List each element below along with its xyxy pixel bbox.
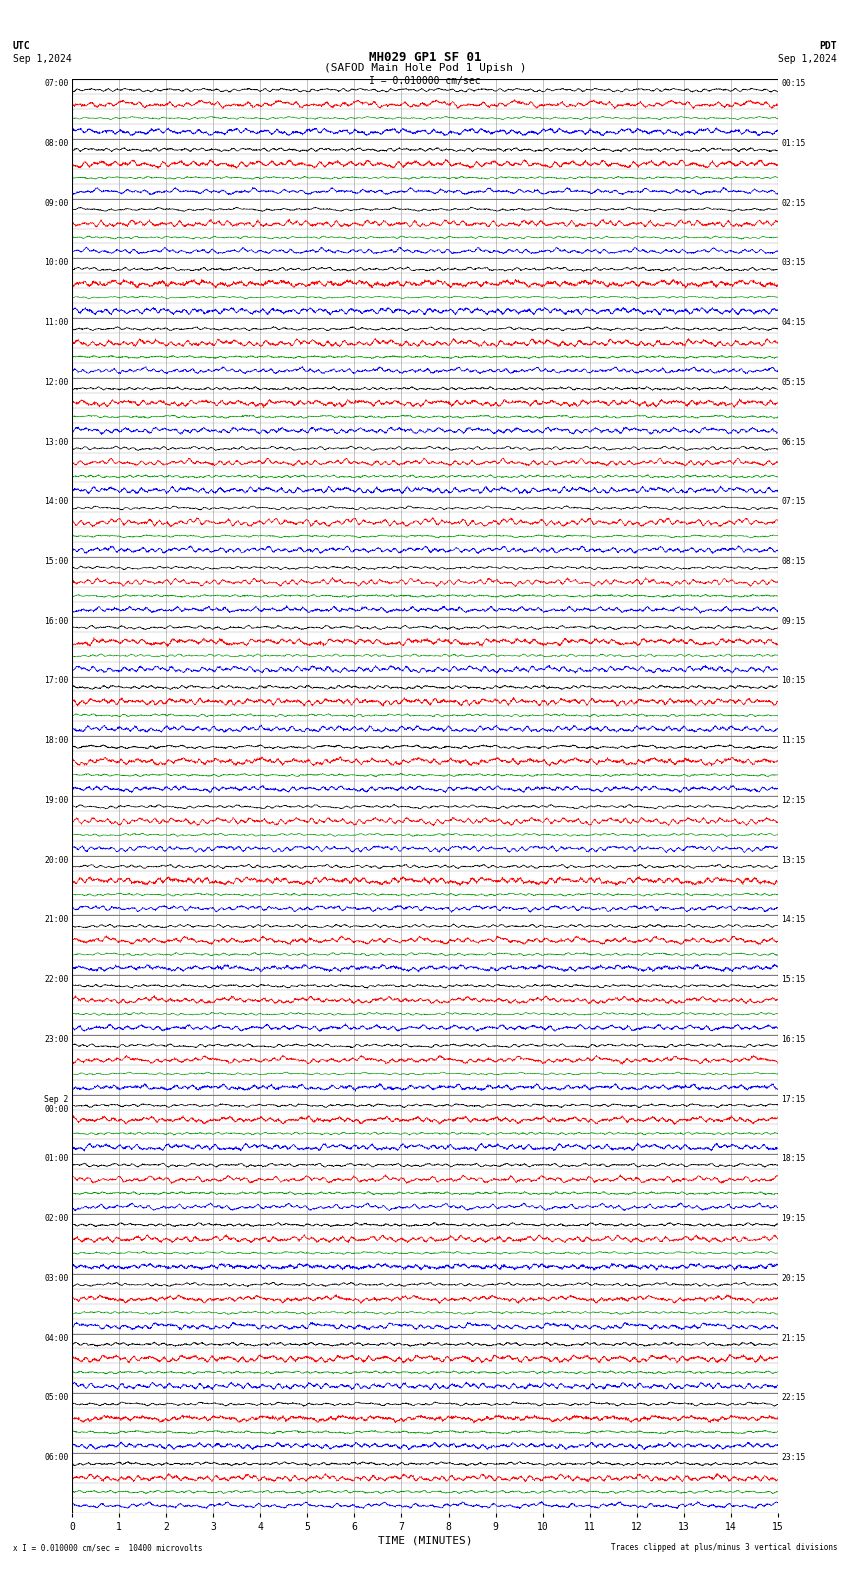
- Text: 23:00: 23:00: [44, 1034, 69, 1044]
- Text: PDT: PDT: [819, 41, 837, 51]
- Text: 05:15: 05:15: [781, 379, 806, 386]
- Text: 10:00: 10:00: [44, 258, 69, 268]
- Text: I = 0.010000 cm/sec: I = 0.010000 cm/sec: [369, 76, 481, 86]
- Text: 19:15: 19:15: [781, 1213, 806, 1223]
- Text: 11:15: 11:15: [781, 737, 806, 744]
- Text: 15:15: 15:15: [781, 976, 806, 984]
- Text: 20:00: 20:00: [44, 855, 69, 865]
- Text: 04:00: 04:00: [44, 1334, 69, 1343]
- Text: 21:15: 21:15: [781, 1334, 806, 1343]
- Text: Sep 1,2024: Sep 1,2024: [13, 54, 71, 63]
- Text: 09:00: 09:00: [44, 198, 69, 208]
- Text: 01:00: 01:00: [44, 1155, 69, 1163]
- Text: x I = 0.010000 cm/sec =  10400 microvolts: x I = 0.010000 cm/sec = 10400 microvolts: [13, 1543, 202, 1552]
- Text: 17:00: 17:00: [44, 676, 69, 686]
- Text: 11:00: 11:00: [44, 318, 69, 328]
- Text: 09:15: 09:15: [781, 616, 806, 626]
- Text: Sep 2
00:00: Sep 2 00:00: [44, 1095, 69, 1114]
- Text: 03:15: 03:15: [781, 258, 806, 268]
- Text: 22:15: 22:15: [781, 1394, 806, 1402]
- Text: Traces clipped at plus/minus 3 vertical divisions: Traces clipped at plus/minus 3 vertical …: [610, 1543, 837, 1552]
- Text: 13:00: 13:00: [44, 437, 69, 447]
- Text: 14:00: 14:00: [44, 497, 69, 507]
- Text: 06:00: 06:00: [44, 1453, 69, 1462]
- Text: MH029 GP1 SF 01: MH029 GP1 SF 01: [369, 51, 481, 63]
- Text: 01:15: 01:15: [781, 139, 806, 147]
- Text: 02:15: 02:15: [781, 198, 806, 208]
- Text: UTC: UTC: [13, 41, 31, 51]
- Text: 21:00: 21:00: [44, 916, 69, 925]
- Text: 13:15: 13:15: [781, 855, 806, 865]
- Text: 02:00: 02:00: [44, 1213, 69, 1223]
- Text: 08:00: 08:00: [44, 139, 69, 147]
- Text: 07:15: 07:15: [781, 497, 806, 507]
- Text: 20:15: 20:15: [781, 1274, 806, 1283]
- Text: 17:15: 17:15: [781, 1095, 806, 1104]
- Text: Sep 1,2024: Sep 1,2024: [779, 54, 837, 63]
- Text: 06:15: 06:15: [781, 437, 806, 447]
- Text: 15:00: 15:00: [44, 558, 69, 565]
- Text: 14:15: 14:15: [781, 916, 806, 925]
- Text: 22:00: 22:00: [44, 976, 69, 984]
- Text: 04:15: 04:15: [781, 318, 806, 328]
- Text: 12:15: 12:15: [781, 795, 806, 805]
- Text: 16:15: 16:15: [781, 1034, 806, 1044]
- X-axis label: TIME (MINUTES): TIME (MINUTES): [377, 1536, 473, 1546]
- Text: 05:00: 05:00: [44, 1394, 69, 1402]
- Text: 03:00: 03:00: [44, 1274, 69, 1283]
- Text: 16:00: 16:00: [44, 616, 69, 626]
- Text: 08:15: 08:15: [781, 558, 806, 565]
- Text: 12:00: 12:00: [44, 379, 69, 386]
- Text: 10:15: 10:15: [781, 676, 806, 686]
- Text: 19:00: 19:00: [44, 795, 69, 805]
- Text: 18:15: 18:15: [781, 1155, 806, 1163]
- Text: (SAFOD Main Hole Pod 1 Upish ): (SAFOD Main Hole Pod 1 Upish ): [324, 63, 526, 73]
- Text: 23:15: 23:15: [781, 1453, 806, 1462]
- Text: 18:00: 18:00: [44, 737, 69, 744]
- Text: 00:15: 00:15: [781, 79, 806, 89]
- Text: 07:00: 07:00: [44, 79, 69, 89]
